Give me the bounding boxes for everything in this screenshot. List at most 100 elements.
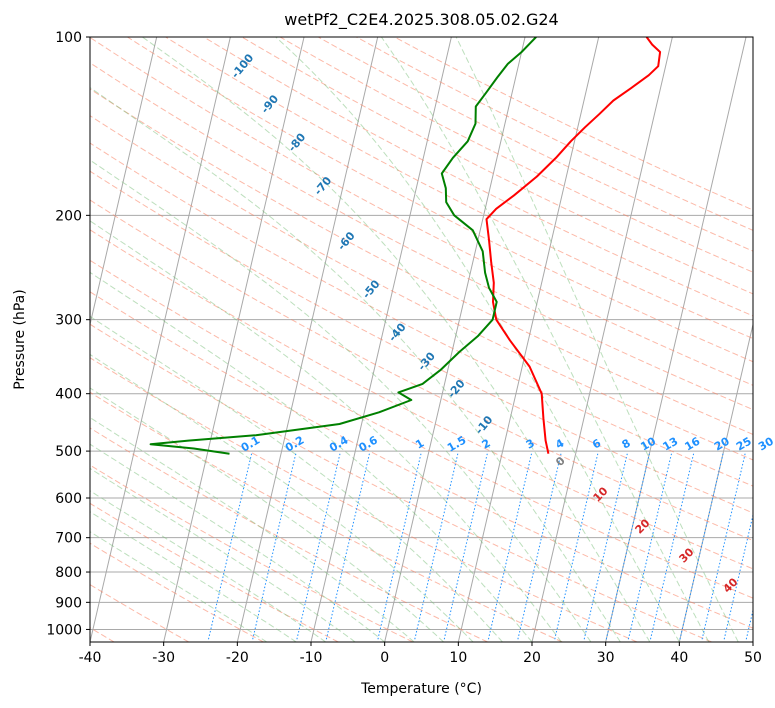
moist-adiabat xyxy=(90,220,562,642)
y-tick-label: 900 xyxy=(55,595,82,611)
moist-adiabat-label: 20 xyxy=(633,516,653,536)
moist-adiabat xyxy=(275,37,680,642)
moist-adiabat xyxy=(90,511,297,642)
x-tick-label: -10 xyxy=(300,650,323,666)
moist-adiabat-label: 30 xyxy=(677,545,697,565)
isotherm-line xyxy=(752,639,753,642)
isotherm-line xyxy=(0,37,9,642)
y-tick-label: 300 xyxy=(55,313,82,329)
dry-adiabat xyxy=(356,37,753,231)
mixing-ratio-label: 2 xyxy=(480,437,493,452)
dry-adiabat xyxy=(90,323,712,642)
dry-adiabat xyxy=(90,542,264,642)
y-tick-label: 600 xyxy=(55,491,82,507)
moist-adiabat xyxy=(90,490,326,642)
mixing-ratio-line xyxy=(723,512,753,641)
dry-adiabat xyxy=(279,37,753,273)
mixing-ratio-label: 6 xyxy=(590,436,603,451)
dry-adiabat xyxy=(90,502,339,642)
mixing-ratio-line xyxy=(413,453,459,641)
y-tick-label: 700 xyxy=(55,531,82,547)
moist-adiabat xyxy=(90,353,474,642)
mixing-ratio-line xyxy=(487,453,532,641)
isotherm-line xyxy=(457,37,600,642)
dry-adiabat-label: -30 xyxy=(415,349,438,373)
dewpoint-profile-line xyxy=(149,37,537,455)
mixing-ratio-label: 1 xyxy=(413,437,426,452)
dry-adiabat-label: -60 xyxy=(335,229,358,253)
dry-adiabat-label: -20 xyxy=(445,377,468,401)
dry-adiabat-label: -100 xyxy=(229,51,257,81)
x-tick-label: 30 xyxy=(597,650,615,666)
x-tick-label: -20 xyxy=(226,650,249,666)
x-axis-label: Temperature (°C) xyxy=(360,681,482,697)
dry-adiabat xyxy=(203,37,753,317)
moist-adiabat xyxy=(455,37,739,642)
dry-adiabat xyxy=(90,357,638,642)
mixing-ratio-line xyxy=(745,607,753,641)
dry-adiabat-label: -70 xyxy=(312,174,335,198)
mixing-ratio-line xyxy=(605,453,650,641)
dry-adiabat xyxy=(90,199,753,542)
moist-adiabat xyxy=(90,271,533,642)
mixing-ratio-line xyxy=(207,453,253,641)
isotherm-line xyxy=(90,37,231,642)
isotherm-line xyxy=(90,37,158,327)
chart-title: wetPf2_C2E4.2025.308.05.02.G24 xyxy=(284,10,559,29)
moist-adiabat xyxy=(90,86,621,642)
isotherm-line xyxy=(678,322,753,642)
y-tick-label: 1000 xyxy=(46,622,82,638)
x-tick-label: -30 xyxy=(152,650,175,666)
plot-frame xyxy=(89,36,754,643)
dry-adiabat xyxy=(90,464,414,642)
dry-adiabat xyxy=(90,170,753,514)
mixing-ratio-line xyxy=(649,453,695,641)
moist-adiabat xyxy=(90,531,268,642)
x-tick-label: 50 xyxy=(744,650,762,666)
dry-adiabat xyxy=(90,115,753,461)
moist-adiabat xyxy=(142,37,651,642)
y-tick-label: 200 xyxy=(55,208,82,224)
dry-adiabat xyxy=(90,62,753,411)
isotherm-line xyxy=(236,37,379,642)
dry-adiabat xyxy=(90,142,753,487)
mixing-ratio-label: 8 xyxy=(620,437,633,452)
x-tick-label: 10 xyxy=(449,650,467,666)
x-tick-label: 0 xyxy=(380,650,389,666)
mixing-ratio-line xyxy=(377,453,422,641)
mixing-ratio-line xyxy=(701,453,746,641)
dry-adiabat xyxy=(127,37,753,363)
dry-adiabat xyxy=(394,37,753,211)
moist-adiabat-label: 40 xyxy=(721,575,741,595)
dry-adiabat xyxy=(90,37,753,386)
dry-adiabat-label: -50 xyxy=(360,277,383,301)
mixing-ratio-line xyxy=(443,453,488,641)
axes: -40 -30 -20 -10 0 10 20 30 40 5010020030040050060… xyxy=(46,30,762,666)
mixing-ratio-label: 4 xyxy=(553,436,566,451)
isotherm-line xyxy=(163,37,305,642)
dry-adiabat xyxy=(317,37,753,252)
mixing-ratio-line xyxy=(296,453,341,641)
mixing-ratio-line xyxy=(251,453,297,641)
dry-adiabat xyxy=(90,291,753,629)
isotherm-line xyxy=(605,37,747,642)
background-lines xyxy=(0,37,753,642)
dry-adiabat xyxy=(90,259,753,599)
mixing-ratio-line xyxy=(325,453,370,641)
mixing-ratio-line xyxy=(583,453,628,641)
profile-curves xyxy=(149,37,662,455)
mixing-ratio-line xyxy=(553,453,599,641)
x-tick-label: 20 xyxy=(523,650,541,666)
moist-adiabat xyxy=(90,159,592,642)
mixing-ratio-line xyxy=(517,453,562,641)
x-tick-label: 40 xyxy=(670,650,688,666)
dry-adiabat-label: -10 xyxy=(473,413,496,437)
temperature-profile-line xyxy=(485,37,662,454)
y-tick-label: 100 xyxy=(55,30,82,46)
x-tick-label: -40 xyxy=(79,650,102,666)
moist-adiabat xyxy=(90,443,386,642)
moist-adiabat xyxy=(90,416,415,642)
dry-adiabat xyxy=(90,88,753,435)
y-tick-label: 400 xyxy=(55,387,82,403)
